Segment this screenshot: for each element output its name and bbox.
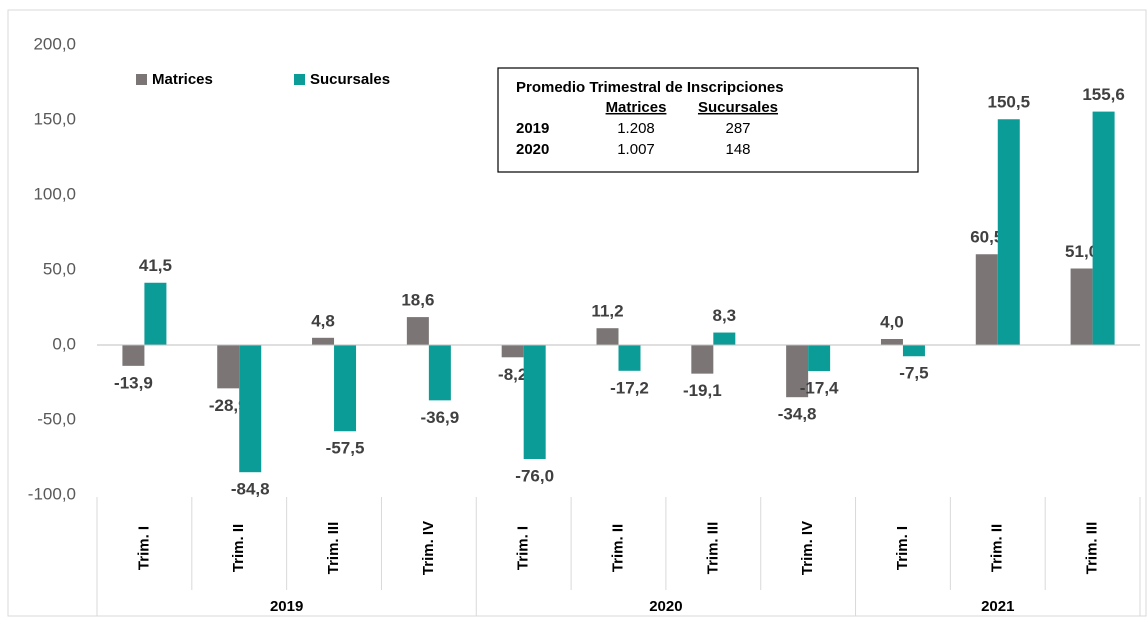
x-tick-label: Trim. III <box>1084 522 1101 575</box>
y-tick-label: 100,0 <box>33 184 76 203</box>
bar <box>144 282 167 345</box>
bar <box>217 345 240 389</box>
data-label: -57,5 <box>326 439 365 458</box>
data-label: -84,8 <box>231 480 270 499</box>
data-label: -13,9 <box>114 373 153 392</box>
data-label: 4,8 <box>311 311 335 330</box>
group-label: 2021 <box>981 598 1014 615</box>
bar <box>334 345 357 432</box>
inset-column: Matrices <box>606 99 667 116</box>
data-label: 155,6 <box>1082 85 1125 104</box>
x-tick-label: Trim. III <box>704 522 721 575</box>
bar <box>786 345 809 398</box>
data-label: 60,5 <box>970 228 1003 247</box>
bar <box>1092 111 1115 345</box>
legend-swatch <box>294 74 305 85</box>
x-tick-label: Trim. I <box>515 526 532 570</box>
bar <box>975 254 998 345</box>
bar <box>1070 268 1093 345</box>
bar <box>406 317 429 345</box>
y-tick-label: -100,0 <box>28 484 76 503</box>
x-tick-label: Trim. II <box>989 524 1006 572</box>
bar <box>902 345 925 357</box>
data-label: -8,2 <box>498 365 527 384</box>
data-label: -19,1 <box>683 381 722 400</box>
x-tick-label: Trim. II <box>230 524 247 572</box>
group-label: 2019 <box>270 598 303 615</box>
bar <box>501 345 524 358</box>
data-label: -17,4 <box>800 379 839 398</box>
legend-swatch <box>136 74 147 85</box>
data-label: -34,8 <box>778 405 817 424</box>
data-label: -17,2 <box>610 378 649 397</box>
data-label: 18,6 <box>401 291 434 310</box>
inset-cell: 1.208 <box>617 120 655 137</box>
x-tick-label: Trim. II <box>609 524 626 572</box>
inset-cell: 1.007 <box>617 141 655 158</box>
data-label: 8,3 <box>712 306 736 325</box>
inset-cell: 148 <box>725 141 750 158</box>
data-label: 41,5 <box>139 256 172 275</box>
bar <box>312 337 335 345</box>
bar <box>618 345 641 371</box>
data-label: -76,0 <box>515 466 554 485</box>
bar <box>239 345 262 473</box>
data-label: 51,0 <box>1065 242 1098 261</box>
bar <box>122 345 145 366</box>
bar <box>596 328 619 345</box>
inset-row-label: 2019 <box>516 120 549 137</box>
x-tick-label: Trim. III <box>325 522 342 575</box>
inset-box <box>497 67 919 173</box>
inset-title: Promedio Trimestral de Inscripciones <box>516 79 784 96</box>
bar <box>997 119 1020 345</box>
bar <box>808 345 831 372</box>
legend-label: Matrices <box>152 71 213 88</box>
chart-border <box>7 9 1147 617</box>
x-tick-label: Trim. IV <box>420 521 437 575</box>
bar <box>880 339 903 345</box>
data-label: -7,5 <box>899 364 928 383</box>
y-tick-label: 200,0 <box>33 34 76 53</box>
inset-table: Promedio Trimestral de Inscripciones Mat… <box>497 67 919 173</box>
data-label: -36,9 <box>420 408 459 427</box>
data-label: -28,9 <box>209 396 248 415</box>
data-label: 150,5 <box>987 93 1030 112</box>
x-tick-label: Trim. I <box>135 526 152 570</box>
y-tick-label: 50,0 <box>43 259 76 278</box>
inset-cell: 287 <box>725 120 750 137</box>
y-tick-label: -50,0 <box>37 409 76 428</box>
bar <box>691 345 714 374</box>
bar <box>428 345 451 401</box>
x-tick-label: Trim. IV <box>799 521 816 575</box>
legend-label: Sucursales <box>310 71 390 88</box>
data-label: 11,2 <box>591 302 623 321</box>
group-label: 2020 <box>649 598 682 615</box>
bar <box>523 345 546 459</box>
y-tick-label: 0,0 <box>52 334 76 353</box>
inset-column: Sucursales <box>698 99 778 116</box>
bar <box>713 332 736 345</box>
inset-row-label: 2020 <box>516 141 549 158</box>
x-tick-label: Trim. I <box>894 526 911 570</box>
y-tick-label: 150,0 <box>33 109 76 128</box>
data-label: 4,0 <box>880 312 904 331</box>
